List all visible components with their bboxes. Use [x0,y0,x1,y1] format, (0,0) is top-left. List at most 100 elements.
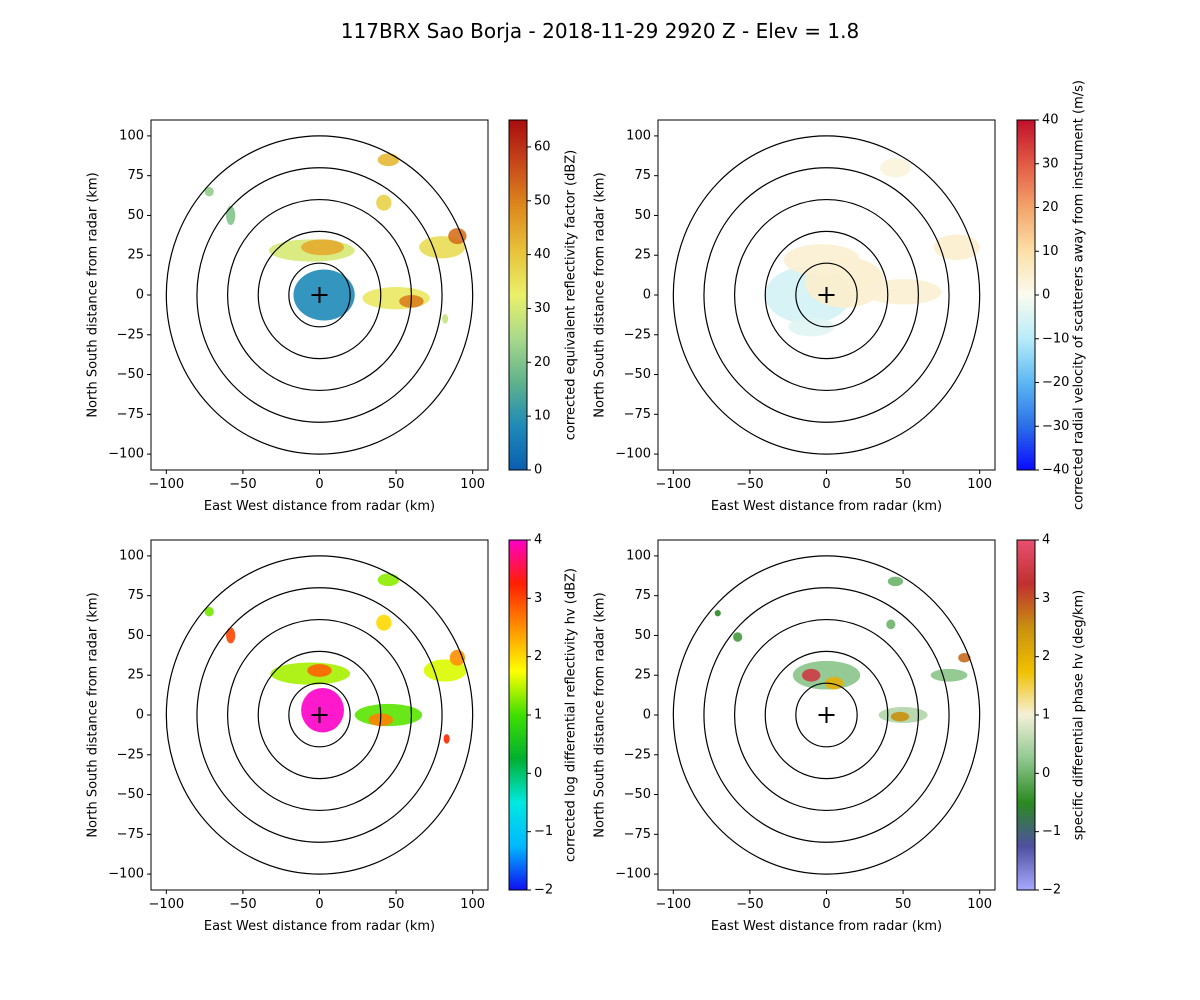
range-ring [226,618,413,812]
y-tick-label: 50 [634,628,651,643]
range-ring [288,262,351,328]
x-axis-label: East West distance from radar (km) [204,499,435,514]
y-tick-label: −100 [615,867,651,882]
range-ring [764,230,889,360]
colorbar-tick-label: 2 [1042,649,1050,664]
echo-region [788,317,835,337]
colorbar-label: specific differential phase hv (deg/km) [1072,590,1087,840]
echo-region [301,239,345,256]
colorbar-tick-label: −10 [1042,331,1069,346]
x-axis-label: East West distance from radar (km) [204,919,435,934]
panel-differential_reflectivity: −100 −50 0 50 100 −100 −75 −50 −25 0 25 50 75 100 East… [86,533,579,935]
y-tick-label: 100 [119,548,144,563]
y-tick-label: −75 [624,827,651,842]
range-ring [672,555,981,875]
x-tick-label: 100 [460,477,485,492]
panel-reflectivity: −100 −50 0 50 100−100−75−50−250255075100East… [86,119,579,514]
colorbar-tick-label: 60 [534,139,551,154]
y-tick-label: 25 [127,248,144,263]
y-tick-label: −50 [624,367,651,382]
range-ring [672,135,981,455]
x-tick-label: 0 [822,897,830,912]
panel-specific_differential_phase: −100 −50 0 50 100 −100 −75 −50 −25 0 25 50 75 100 East… [593,533,1087,935]
y-tick-label: −100 [108,447,144,462]
range-ring [196,587,443,843]
y-axis-label: North South distance from radar (km) [86,172,101,417]
echo-region [376,614,392,631]
echo-region [301,687,345,733]
echo-region [307,664,332,677]
y-tick-label: 50 [127,208,144,223]
colorbar-tick-label: 0 [534,463,542,478]
colorbar-tick-label: 3 [1042,591,1050,606]
y-tick-label: −75 [117,407,144,422]
y-tick-label: −100 [615,447,651,462]
echo-region [886,619,896,630]
echo-region [864,279,942,305]
x-tick-label: −50 [229,897,256,912]
echo-region [204,186,214,197]
x-axis-label: East West distance from radar (km) [711,499,942,514]
colorbar-tick-label: −1 [1042,824,1061,839]
y-axis-label: North South distance from radar (km) [593,172,608,417]
y-tick-label: 0 [643,288,651,303]
colorbar-label: corrected radial velocity of scatterers … [1072,80,1087,510]
echo-region [376,194,392,211]
colorbar-tick-label: 0 [1042,288,1050,303]
x-axis-label: East West distance from radar (km) [711,919,942,934]
colorbar-tick-label: 40 [534,247,551,262]
x-tick-label: 0 [315,477,323,492]
colorbar-tick-label: 40 [1042,113,1059,128]
range-ring [795,682,858,748]
echo-region [443,734,450,744]
x-tick-label: −50 [229,477,256,492]
colorbar-tick-label: 30 [1042,156,1059,171]
y-tick-label: −25 [624,747,651,762]
x-tick-label: −50 [736,897,763,912]
echo-region [887,576,904,587]
y-tick-label: 50 [634,208,651,223]
x-tick-label: 0 [822,477,830,492]
colorbar-tick-label: −1 [534,824,553,839]
echo-region [226,627,236,644]
colorbar-tick-label: 0 [1042,766,1050,781]
range-ring [733,618,920,812]
y-tick-label: 75 [127,168,144,183]
x-tick-label: 100 [460,897,485,912]
echo-region [933,234,980,260]
x-tick-label: 100 [967,477,992,492]
echo-region [733,632,743,642]
y-tick-label: −25 [624,327,651,342]
colorbar-tick-label: −20 [1042,375,1069,390]
y-tick-label: −50 [117,787,144,802]
y-tick-label: −50 [624,787,651,802]
range-ring [764,650,889,780]
colorbar-tick-label: 50 [534,193,551,208]
y-tick-label: −75 [624,407,651,422]
colorbar [508,119,528,471]
colorbar-tick-label: 2 [534,649,542,664]
y-tick-label: 0 [136,708,144,723]
x-tick-label: 50 [895,897,912,912]
colorbar-tick-label: 4 [534,533,542,548]
colorbar-tick-label: 10 [1042,244,1059,259]
x-tick-label: 0 [315,897,323,912]
y-tick-label: −25 [117,327,144,342]
echo-region [377,153,400,167]
x-tick-label: −100 [655,897,691,912]
y-tick-label: −50 [117,367,144,382]
y-tick-label: −100 [108,867,144,882]
panel-velocity: −100 −50 0 50 100−100−75−50−250255075100East… [593,80,1087,514]
y-tick-label: 0 [643,708,651,723]
plot-area [165,555,474,875]
colorbar-tick-label: 3 [534,591,542,606]
x-tick-label: 50 [388,477,405,492]
x-tick-label: 50 [895,477,912,492]
colorbar [1016,539,1036,891]
range-ring [703,587,950,843]
y-tick-label: 25 [634,248,651,263]
colorbar-tick-label: 1 [534,708,542,723]
y-tick-label: 75 [127,588,144,603]
colorbar-tick-label: −30 [1042,419,1069,434]
echo-region [442,314,449,324]
